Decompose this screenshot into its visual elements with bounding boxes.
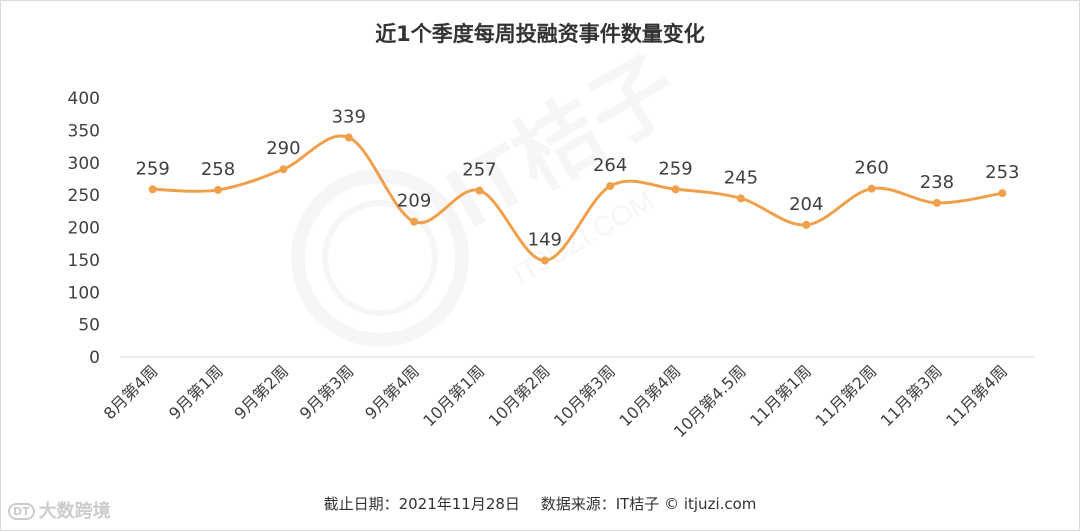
y-tick-label: 250 [68,186,100,206]
data-label: 257 [462,160,496,181]
y-tick-label: 300 [68,154,100,174]
data-point [410,217,419,226]
data-point [279,165,288,174]
x-tick-label: 9月第1周 [165,361,227,423]
footer-source: 数据来源：IT桔子 © itjuzi.com [540,495,757,513]
y-tick-label: 100 [68,283,100,303]
data-label: 259 [658,158,692,179]
x-tick-label: 11月第4周 [942,361,1011,430]
y-tick-label: 150 [68,251,100,271]
chart-title: 近1个季度每周投融资事件数量变化 [375,22,705,46]
y-tick-label: 350 [68,121,100,141]
data-label: 238 [920,172,954,193]
y-tick-label: 0 [89,348,100,368]
y-tick-label: 50 [78,316,100,336]
footer-date: 截止日期：2021年11月28日 [323,495,520,513]
data-label: 204 [789,194,823,215]
data-label: 264 [593,155,627,176]
data-point [932,198,941,207]
x-tick-label: 10月第4周 [615,361,684,430]
data-point [148,185,157,194]
x-axis: 8月第4周 9月第1周 9月第2周 9月第3周 9月第4周10月第1周10月第2周10月… [100,361,1011,441]
x-tick-label: 11月第2周 [811,361,880,430]
data-label: 339 [332,106,366,127]
footer: 截止日期：2021年11月28日 数据来源：IT桔子 © itjuzi.com [0,493,1080,514]
data-label: 290 [266,138,300,159]
data-label: 149 [528,230,562,251]
data-point [671,185,680,194]
watermark-logo: IT桔子 ITJUZI.COM [291,39,695,347]
data-point [540,256,549,265]
y-tick-label: 200 [68,219,100,239]
y-axis: 0 50 100 150 200 250 300 350 400 [68,89,100,368]
data-point [998,189,1007,198]
data-point [475,186,484,195]
data-point [344,133,353,142]
data-label: 259 [135,158,169,179]
corner-watermark: DT 大数跨境 [8,497,111,523]
data-point [736,194,745,203]
data-point [606,182,615,191]
data-label: 260 [854,158,888,179]
corner-logo: DT [8,503,35,520]
corner-watermark-text: 大数跨境 [38,501,111,522]
watermark-text: IT桔子 [432,39,695,246]
series-line [152,134,1003,263]
data-label: 209 [397,191,431,212]
data-label: 253 [985,162,1019,183]
y-tick-label: 400 [68,89,100,109]
x-tick-label: 10月第2周 [485,361,554,430]
x-tick-label: 9月第3周 [296,361,358,423]
x-tick-label: 9月第2周 [230,361,292,423]
data-points [148,133,1007,265]
data-label: 258 [201,159,235,180]
data-point [214,185,223,194]
x-tick-label: 9月第4周 [361,361,423,423]
x-tick-label: 11月第3周 [877,361,946,430]
data-point [802,220,811,229]
x-tick-label: 10月第1周 [419,361,488,430]
data-point [867,184,876,193]
x-tick-label: 8月第4周 [100,361,162,423]
x-tick-label: 10月第3周 [550,361,619,430]
x-tick-label: 11月第1周 [746,361,815,430]
data-label: 245 [724,167,758,188]
data-labels: 259 258 290 339 209 257 149 264 259 245 204 260 238 2… [135,106,1019,250]
